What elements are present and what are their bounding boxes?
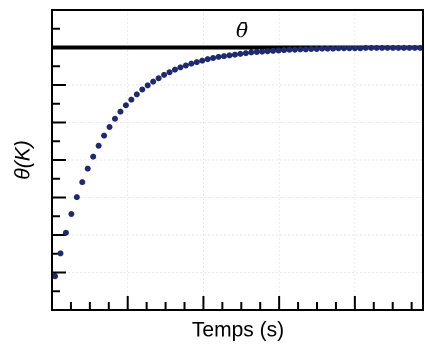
data-point	[111, 115, 118, 122]
data-point	[308, 46, 315, 52]
data-point	[319, 45, 326, 52]
data-point	[90, 153, 97, 160]
data-point	[248, 49, 255, 56]
data-point	[215, 53, 222, 60]
data-point	[291, 46, 298, 53]
data-point	[297, 46, 304, 53]
data-point	[237, 50, 244, 57]
data-point	[384, 44, 391, 51]
data-point	[275, 47, 282, 54]
plot-frame	[51, 9, 424, 311]
data-point	[406, 44, 413, 51]
data-point	[313, 46, 320, 52]
data-point	[166, 69, 173, 76]
data-point	[128, 96, 135, 103]
x-axis-label: Temps (s)	[192, 319, 284, 342]
data-point	[395, 44, 402, 51]
data-point	[52, 273, 59, 280]
data-point	[390, 44, 397, 51]
data-point	[417, 44, 424, 51]
data-point	[357, 45, 364, 52]
data-point	[373, 44, 380, 51]
data-point	[324, 45, 331, 52]
data-point	[242, 50, 249, 57]
data-point	[302, 46, 309, 53]
data-point	[221, 53, 228, 60]
data-point	[400, 44, 407, 51]
data-point	[204, 56, 211, 63]
data-point	[182, 62, 189, 69]
data-point	[95, 142, 102, 149]
data-point	[286, 46, 293, 53]
data-point	[335, 45, 342, 52]
data-point	[411, 44, 418, 51]
data-point	[362, 44, 369, 51]
data-point	[193, 59, 200, 66]
data-point	[106, 124, 113, 130]
data-point	[259, 48, 266, 55]
data-point	[133, 91, 140, 98]
data-point	[231, 51, 238, 58]
data-point	[330, 45, 337, 52]
data-point	[139, 86, 146, 93]
data-point	[73, 194, 80, 201]
data-point	[155, 75, 162, 82]
data-point	[101, 132, 108, 139]
data-point	[226, 52, 233, 59]
data-point	[68, 211, 75, 217]
data-point	[340, 45, 347, 52]
data-point	[199, 57, 206, 64]
data-point	[280, 47, 287, 54]
data-point	[79, 179, 86, 186]
data-point	[150, 78, 157, 85]
data-point	[177, 64, 184, 71]
data-point	[84, 165, 91, 172]
data-point	[161, 71, 168, 78]
data-point	[351, 45, 358, 52]
data-point	[144, 82, 151, 89]
y-axis-label: θ(K)	[12, 140, 35, 179]
data-point	[62, 229, 69, 236]
data-point	[346, 45, 353, 52]
data-point	[264, 48, 271, 55]
data-point	[122, 102, 129, 109]
data-point	[188, 60, 195, 67]
data-point	[57, 250, 64, 257]
data-point	[117, 108, 124, 115]
reference-label: θ̄	[236, 18, 248, 42]
data-point	[270, 47, 277, 54]
data-point	[379, 44, 386, 51]
data-point	[210, 55, 217, 61]
data-point	[368, 44, 375, 51]
data-point	[171, 66, 178, 73]
data-point	[253, 49, 260, 55]
